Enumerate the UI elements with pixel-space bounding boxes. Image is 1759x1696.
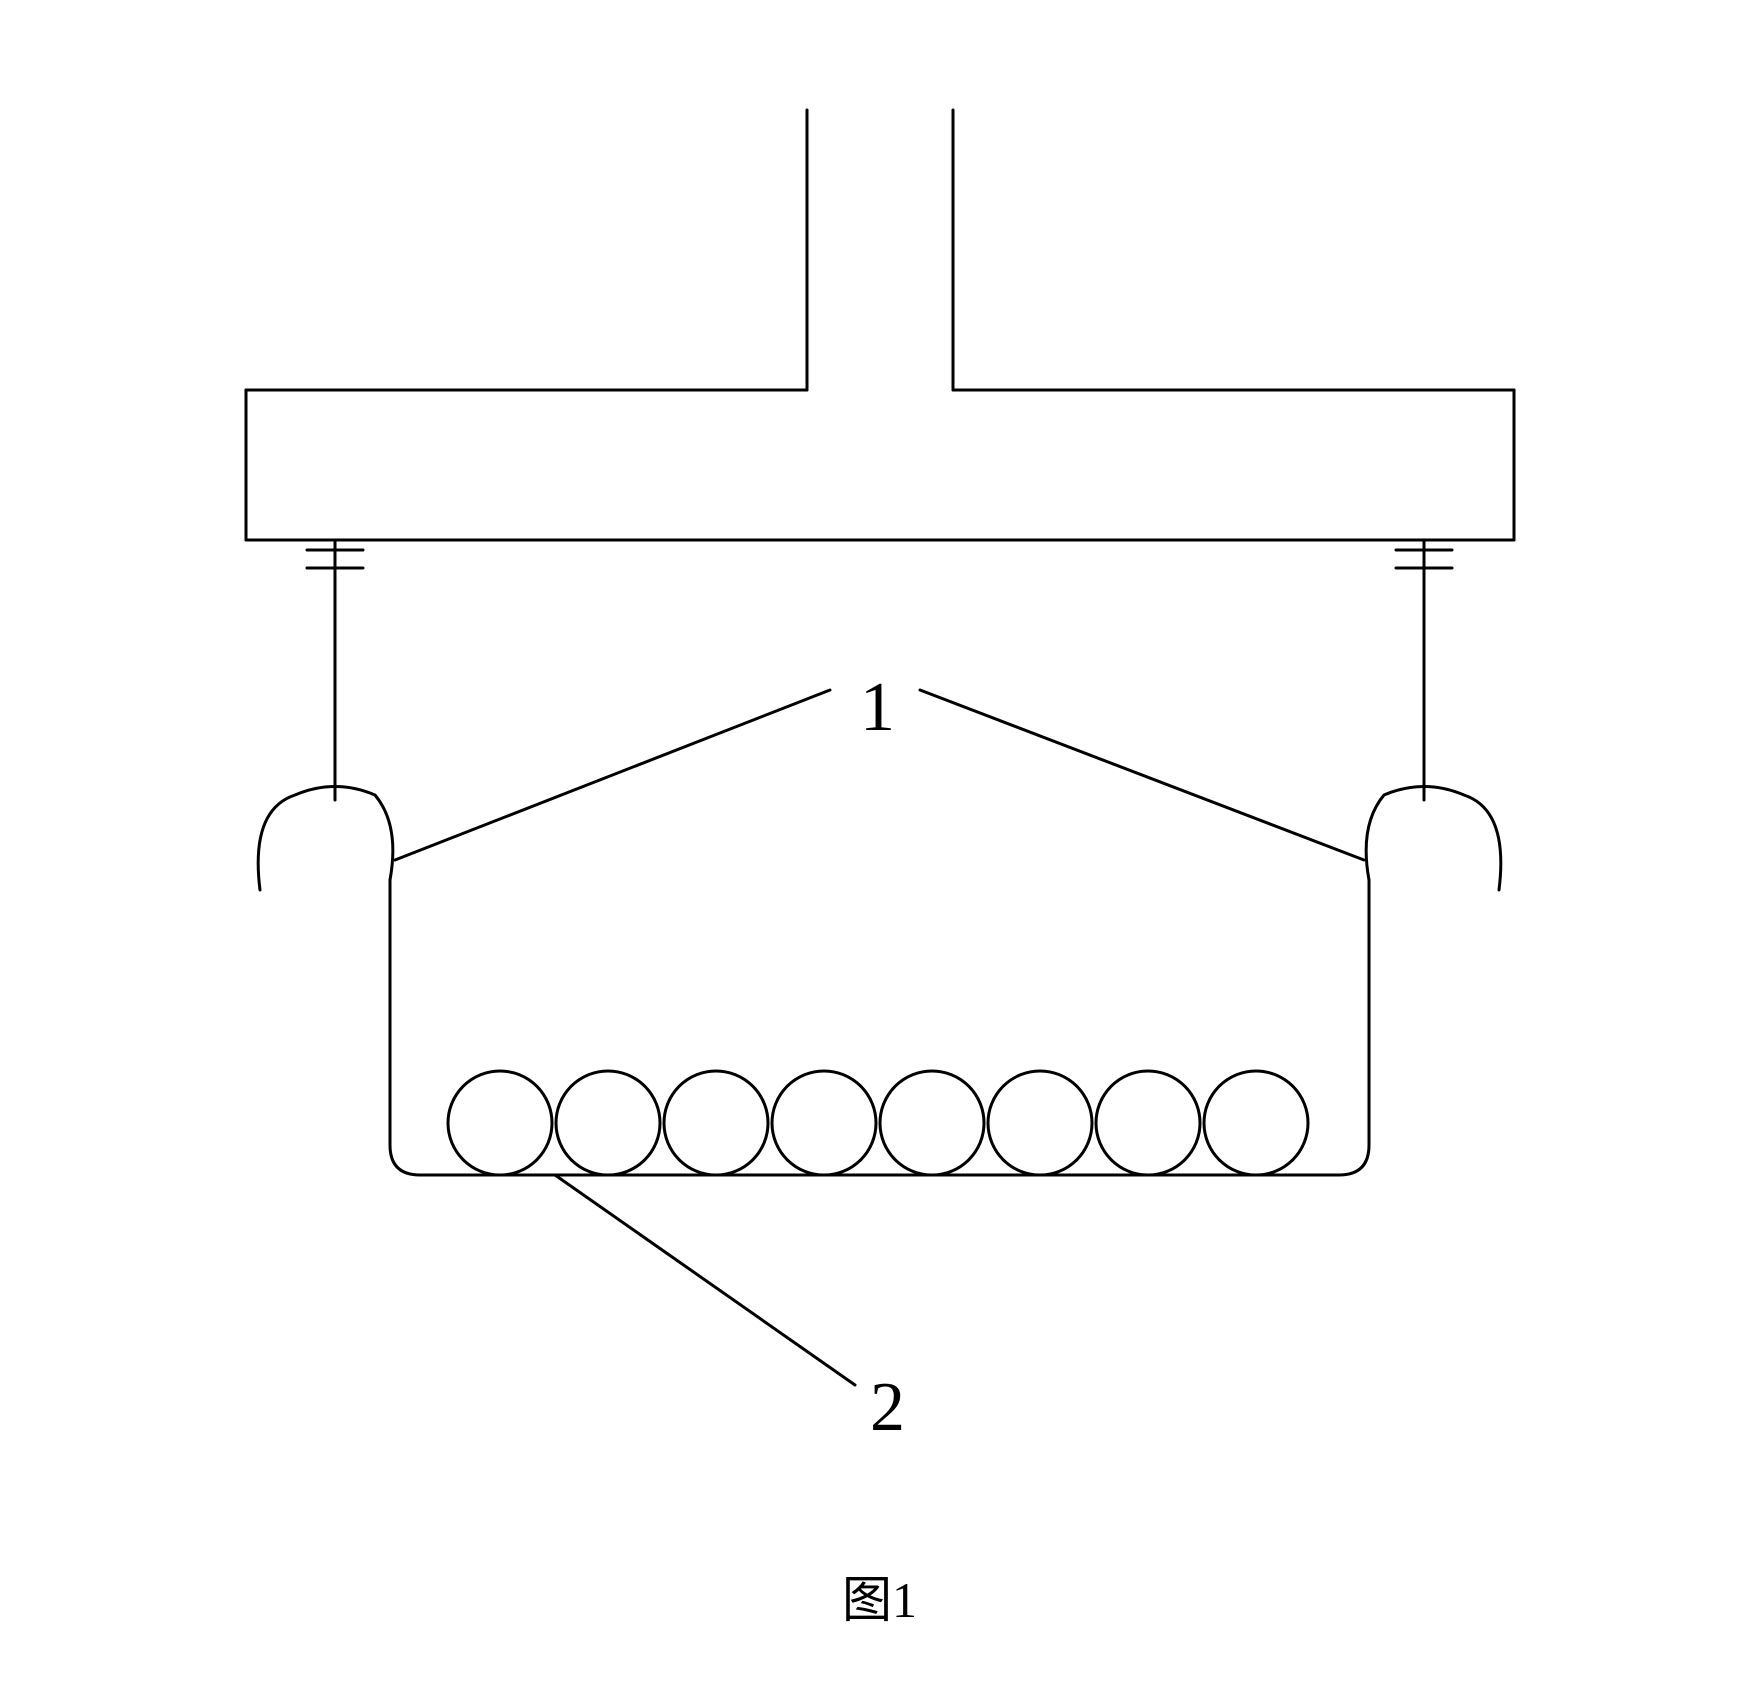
diagram-svg: 12 — [0, 0, 1759, 1696]
callout-label-1: 1 — [860, 669, 895, 746]
figure-caption: 图1 — [0, 1560, 1759, 1632]
callout-label-2: 2 — [870, 1369, 905, 1446]
diagram-stage: 12 图1 — [0, 0, 1759, 1696]
